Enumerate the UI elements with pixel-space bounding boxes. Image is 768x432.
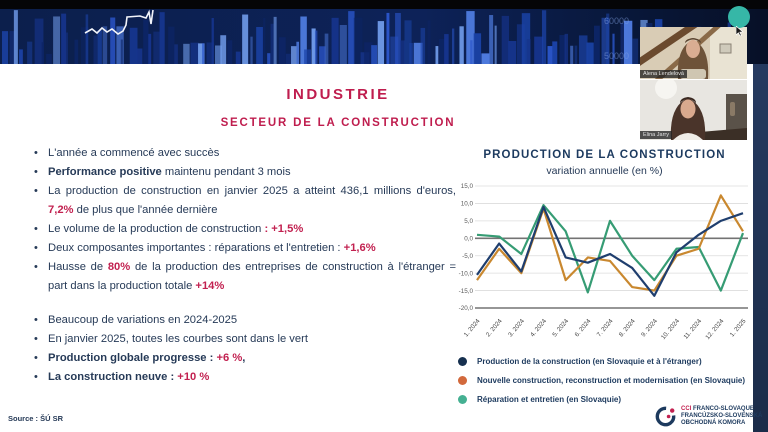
chart-subtitle: variation annuelle (en %): [546, 165, 663, 177]
logo-line-2: FRANCÚZSKO-SLOVENSKÁ: [681, 413, 763, 419]
logo-line-3: OBCHODNÁ KOMORA: [681, 420, 746, 426]
bullet-item: • La construction neuve : +10 %: [32, 368, 456, 387]
legend-row: Réparation et entretien (en Slovaquie): [452, 390, 757, 409]
bullet-text: L'année a commencé avec succès: [48, 147, 220, 159]
bullet-item: • Performance positive maintenu pendant 3…: [32, 163, 456, 182]
legend-label: Production de la construction (en Slovaq…: [477, 357, 702, 366]
bullet-item: • Deux composantes importantes : réparati…: [32, 239, 456, 258]
svg-text:4. 2024: 4. 2024: [529, 317, 548, 338]
bullet-item: • Production globale progresse : +6 %,: [32, 349, 456, 368]
bullet-dot: •: [34, 261, 38, 273]
svg-text:-10,0: -10,0: [459, 270, 474, 277]
svg-text:-20,0: -20,0: [459, 305, 474, 312]
bullet-dot: •: [34, 333, 38, 345]
svg-text:15,0: 15,0: [461, 183, 474, 190]
svg-text:1. 2025: 1. 2025: [729, 317, 748, 338]
chart-series-line: [476, 204, 745, 294]
legend-label: Réparation et entretien (en Slovaquie): [477, 395, 622, 404]
bullet-dot: •: [34, 352, 38, 364]
bullet-item: • Beaucoup de variations en 2024-2025: [32, 311, 456, 330]
svg-text:-5,0: -5,0: [462, 253, 473, 260]
legend-label: Nouvelle construction, reconstruction et…: [477, 376, 746, 385]
bullet-text: La production de construction en janvier…: [48, 185, 456, 216]
svg-text:10. 2024: 10. 2024: [660, 317, 681, 341]
bullet-item: • La production de construction en janvie…: [32, 182, 456, 220]
slide-title: INDUSTRIE: [286, 86, 390, 103]
bullet-text: En janvier 2025, toutes les courbes sont…: [48, 333, 308, 345]
chart-title: PRODUCTION DE LA CONSTRUCTION: [483, 149, 726, 161]
chart-legend: Production de la construction (en Slovaq…: [452, 352, 757, 409]
svg-text:1. 2024: 1. 2024: [463, 317, 482, 338]
bullet-dot: •: [34, 223, 38, 235]
webcam-tile-2[interactable]: Elina Jarry: [640, 80, 747, 140]
legend-row: Nouvelle construction, reconstruction et…: [452, 371, 757, 390]
bullet-item: • L'année a commencé avec succès: [32, 144, 456, 163]
cci-logo-text: CCI FRANCO-SLOVAQUE FRANCÚZSKO-SLOVENSKÁ…: [681, 406, 762, 427]
logo-line-1: CCI FRANCO-SLOVAQUE: [681, 406, 754, 412]
legend-row: Production de la construction (en Slovaq…: [452, 352, 757, 371]
chart-series-line: [476, 205, 744, 297]
line-chart: 15,0 10,0 5,0 0,0 -5,0 -10,0 -15,0 -20,0 1. 2024…: [451, 180, 755, 352]
mouse-cursor: [736, 26, 744, 36]
presence-dot: [728, 6, 750, 28]
cci-logo-icon: [655, 406, 676, 427]
bullet-item: • Hausse de 80% de la production des entr…: [32, 258, 456, 296]
bullet-text: Production globale progresse : +6 %,: [48, 352, 246, 364]
chart-svg: 15,0 10,0 5,0 0,0 -5,0 -10,0 -15,0 -20,0 1. 2024…: [459, 183, 748, 341]
svg-text:50000: 50000: [604, 51, 629, 61]
svg-text:3. 2024: 3. 2024: [507, 317, 526, 338]
source-note: Source : ŠÚ SR: [8, 414, 64, 423]
bullet-dot: •: [34, 314, 38, 326]
bullet-dot: •: [34, 242, 38, 254]
bullet-text: Hausse de 80% de la production des entre…: [48, 261, 457, 292]
svg-text:10,0: 10,0: [461, 201, 474, 208]
legend-dot-icon: [458, 376, 467, 385]
svg-text:8. 2024: 8. 2024: [618, 317, 637, 338]
bullet-dot: •: [34, 147, 38, 159]
webcam-2-video: [640, 80, 747, 140]
svg-text:-15,0: -15,0: [459, 288, 474, 295]
participant-name-label: Elina Jarry: [640, 131, 672, 139]
svg-text:2. 2024: 2. 2024: [485, 317, 504, 338]
bullet-text: Beaucoup de variations en 2024-2025: [48, 314, 238, 326]
svg-text:11. 2024: 11. 2024: [682, 317, 703, 340]
svg-text:7. 2024: 7. 2024: [596, 317, 615, 338]
participant-name-label: Alena Lendelová: [640, 70, 687, 78]
cci-logo: CCI FRANCO-SLOVAQUE FRANCÚZSKO-SLOVENSKÁ…: [654, 405, 762, 428]
chart-series-line: [476, 194, 744, 292]
bullet-item: • En janvier 2025, toutes les courbes son…: [32, 330, 456, 349]
bullet-dot: •: [34, 185, 38, 197]
svg-text:12. 2024: 12. 2024: [704, 317, 725, 341]
legend-dot-icon: [458, 357, 467, 366]
bullet-list: • L'année a commencé avec succès • Performa…: [32, 144, 456, 387]
bullet-dot: •: [34, 166, 38, 178]
bullet-text: Le volume de la production de constructi…: [48, 223, 304, 235]
webcam-tile-1[interactable]: Alena Lendelová: [640, 27, 747, 79]
top-black-bar: [0, 0, 768, 9]
svg-text:60000: 60000: [604, 16, 629, 26]
legend-dot-icon: [458, 395, 467, 404]
bullet-text: Deux composantes importantes : réparatio…: [48, 242, 376, 254]
bullet-item: • Le volume de la production de construct…: [32, 220, 456, 239]
bullet-text: Performance positive maintenu pendant 3 …: [48, 166, 291, 178]
svg-text:6. 2024: 6. 2024: [573, 317, 592, 338]
bullet-dot: •: [34, 371, 38, 383]
svg-text:0,0: 0,0: [464, 235, 473, 242]
bullet-text: La construction neuve : +10 %: [48, 371, 210, 383]
slide-subtitle: SECTEUR DE LA CONSTRUCTION: [220, 117, 456, 129]
svg-text:9. 2024: 9. 2024: [640, 317, 659, 338]
svg-text:5,0: 5,0: [464, 218, 473, 225]
right-side-strip: [753, 64, 768, 432]
svg-text:5. 2024: 5. 2024: [551, 317, 570, 338]
